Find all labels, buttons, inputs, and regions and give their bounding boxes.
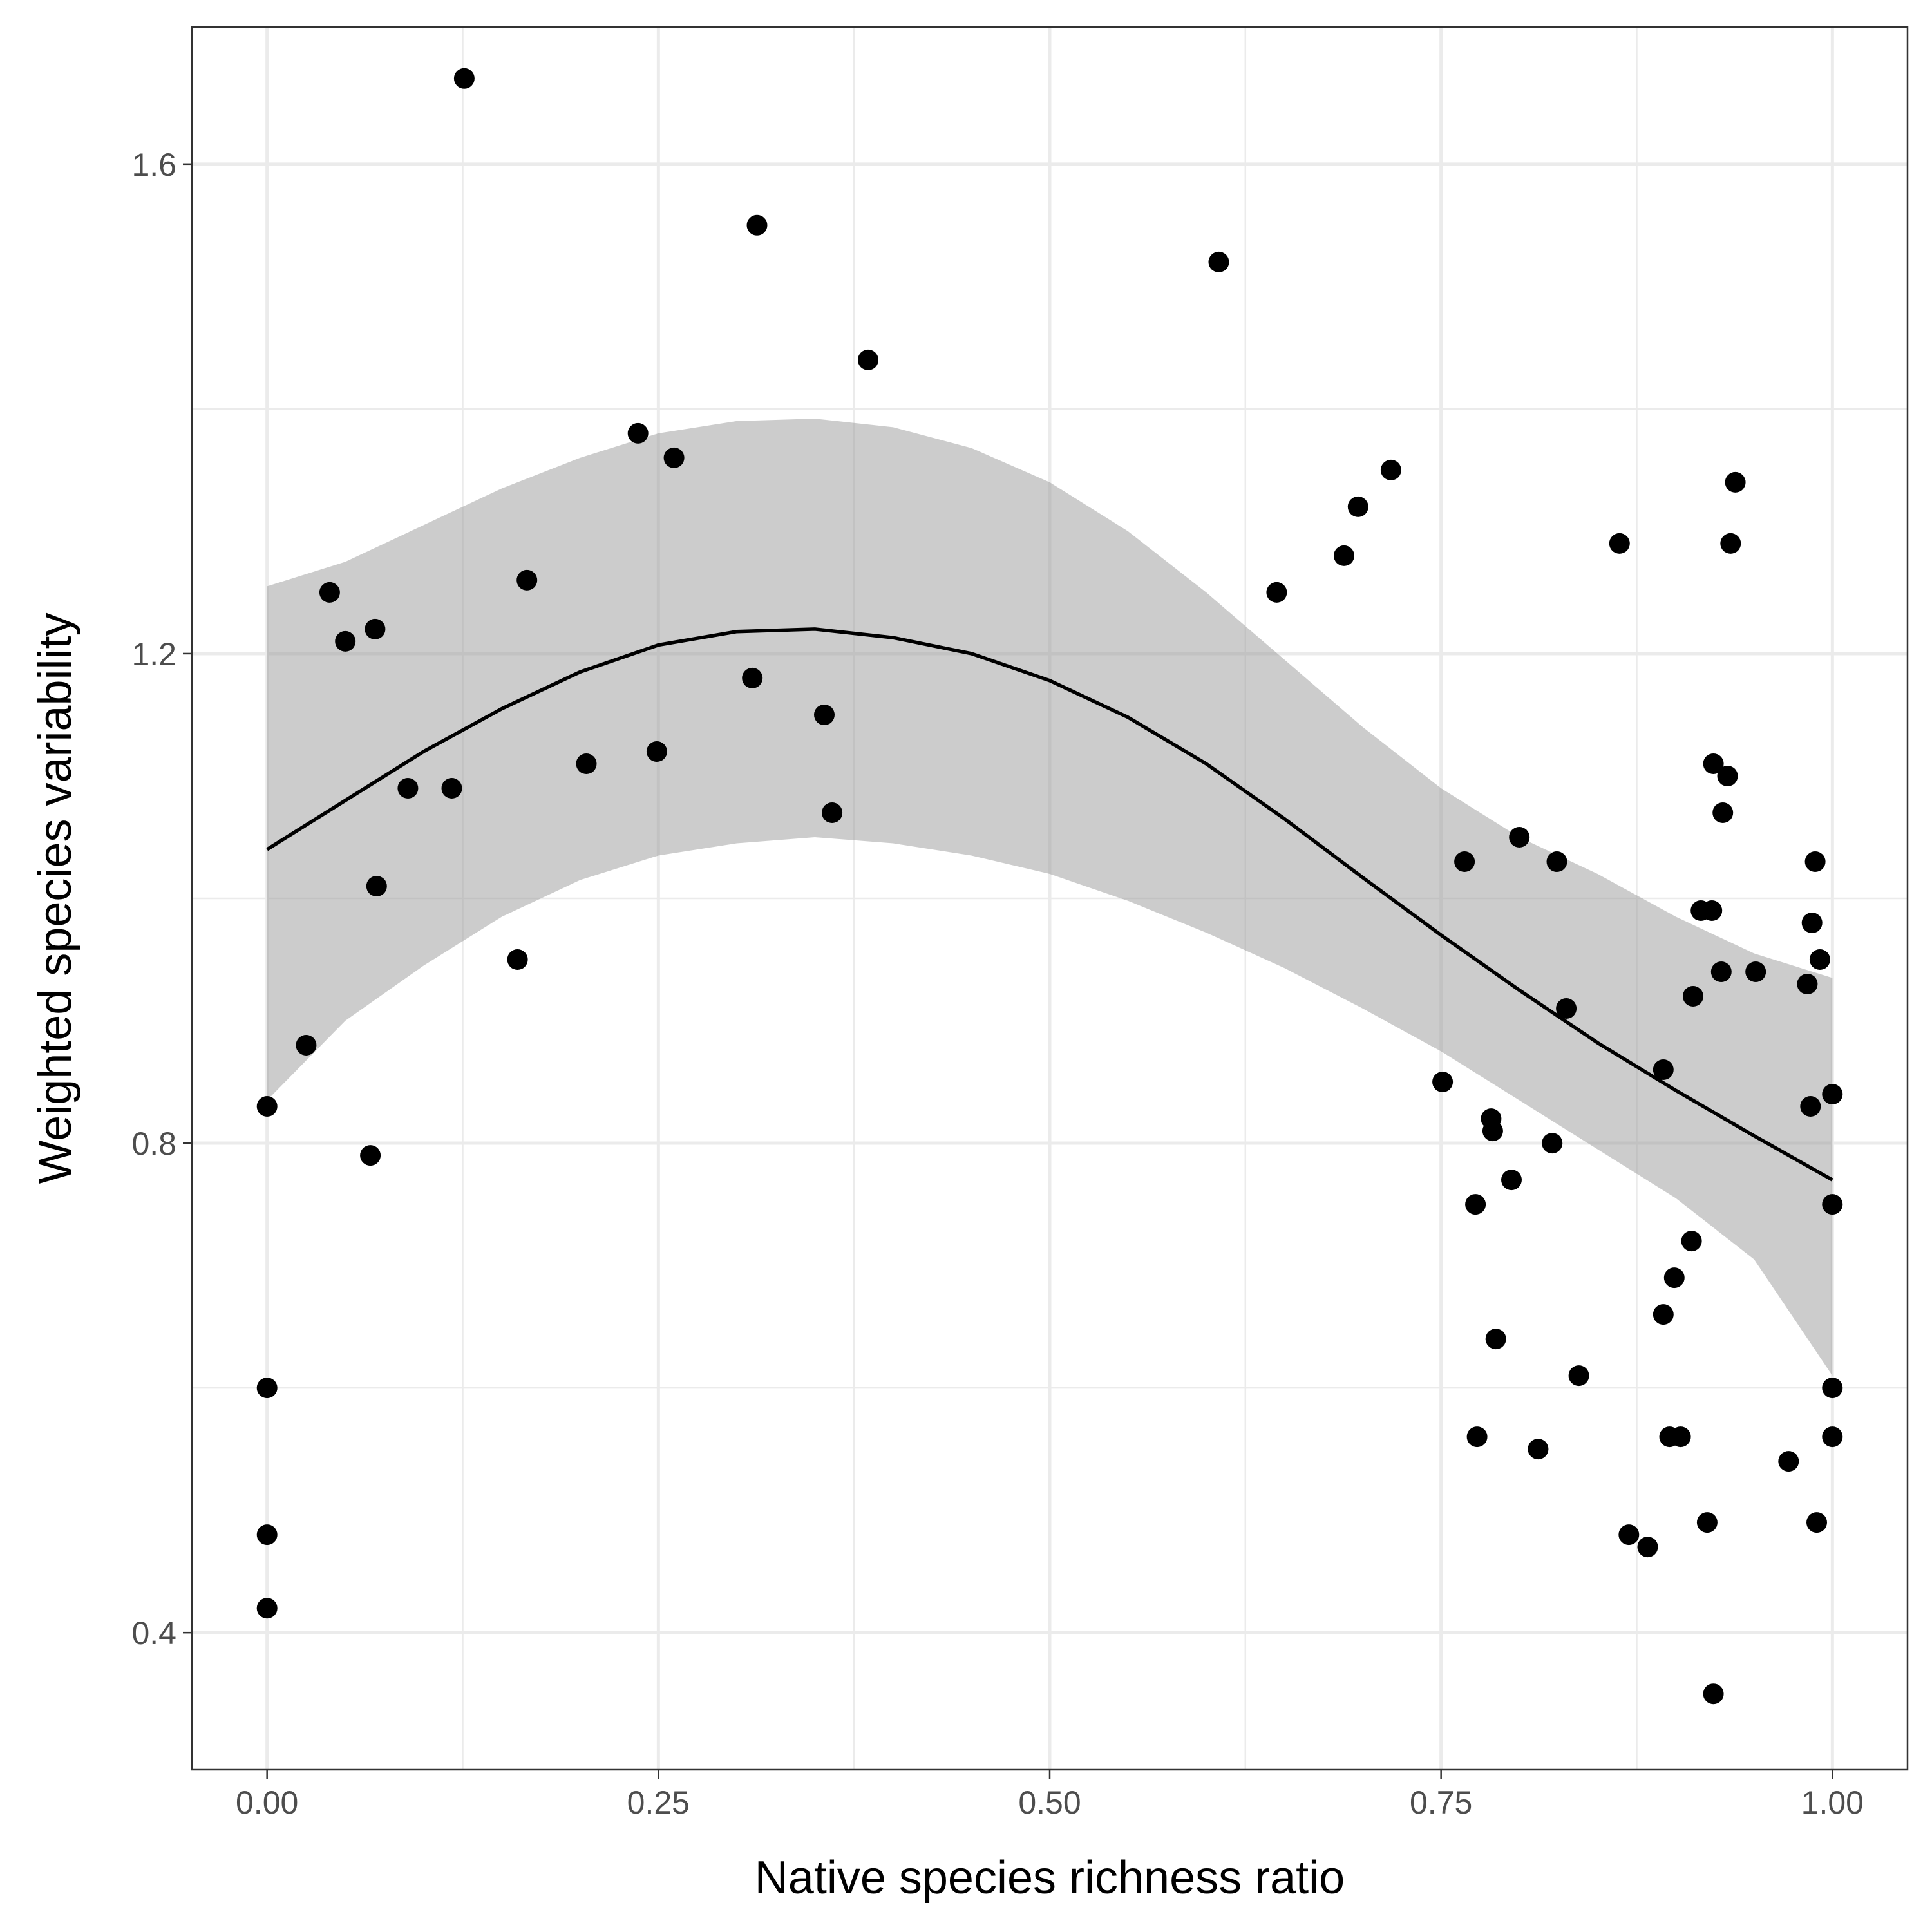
- data-point: [1618, 1524, 1640, 1546]
- data-point: [576, 753, 597, 774]
- data-point: [646, 741, 667, 762]
- data-point: [1663, 1267, 1685, 1289]
- data-point: [1703, 753, 1724, 774]
- data-point: [1509, 827, 1530, 848]
- data-point: [1465, 1194, 1486, 1215]
- x-axis: 0.00 0.25 0.50 0.75 1.00: [236, 1770, 1864, 1821]
- data-point: [1347, 496, 1368, 517]
- data-point: [1745, 961, 1766, 982]
- y-tick-label: 1.6: [131, 147, 176, 183]
- x-tick-label: 0.75: [1410, 1785, 1472, 1821]
- data-point: [1568, 1365, 1589, 1387]
- plot-panel: [191, 26, 1909, 1771]
- x-tick-label: 1.00: [1801, 1785, 1864, 1821]
- data-point: [1609, 533, 1630, 554]
- data-point: [1822, 1426, 1843, 1448]
- data-point: [627, 422, 649, 444]
- data-point: [1696, 1512, 1718, 1533]
- data-point: [746, 214, 768, 236]
- data-point: [1804, 851, 1826, 872]
- data-point: [319, 582, 340, 603]
- data-point: [1542, 1133, 1563, 1154]
- y-tick-label: 1.2: [131, 636, 176, 672]
- data-point: [822, 802, 843, 823]
- data-point: [1653, 1304, 1674, 1325]
- data-point: [1485, 1329, 1506, 1350]
- smooth-line: [266, 627, 1833, 1182]
- data-point: [1822, 1084, 1843, 1104]
- data-point: [1725, 471, 1746, 493]
- data-point: [1334, 545, 1354, 566]
- data-point: [1797, 974, 1818, 994]
- data-point: [256, 1598, 278, 1619]
- y-axis-title: Weighted species variability: [30, 612, 81, 1184]
- data-point: [256, 1378, 278, 1399]
- data-point: [1683, 986, 1703, 1007]
- data-point: [1208, 251, 1229, 272]
- data-point: [366, 876, 387, 896]
- data-point: [1556, 998, 1577, 1019]
- data-point: [1720, 533, 1741, 554]
- data-point: [1809, 949, 1830, 970]
- data-point: [256, 1096, 278, 1117]
- data-point: [507, 949, 528, 970]
- data-point: [441, 778, 462, 799]
- data-point: [1501, 1170, 1522, 1191]
- x-tick-label: 0.50: [1018, 1785, 1081, 1821]
- data-point: [1482, 1121, 1503, 1142]
- x-axis-title: Native species richness ratio: [755, 1852, 1345, 1904]
- data-point: [1454, 851, 1475, 872]
- confidence-ribbon: [267, 419, 1833, 1376]
- data-point: [1800, 1096, 1821, 1117]
- data-point: [1681, 1231, 1702, 1252]
- data-point: [1380, 459, 1401, 480]
- data-point: [1806, 1512, 1827, 1533]
- data-point: [1801, 913, 1823, 933]
- data-point: [1703, 1683, 1724, 1705]
- data-point: [516, 569, 538, 591]
- y-tick-label: 0.4: [131, 1615, 176, 1651]
- data-point: [1546, 851, 1567, 872]
- data-point: [256, 1524, 278, 1546]
- y-tick-label: 0.8: [131, 1126, 176, 1162]
- data-point: [335, 630, 356, 652]
- data-point: [1432, 1072, 1454, 1092]
- data-point: [1637, 1537, 1658, 1558]
- data-point: [1717, 766, 1738, 786]
- data-point: [1670, 1426, 1691, 1448]
- data-point: [1822, 1194, 1843, 1215]
- data-point: [1653, 1059, 1674, 1080]
- data-point: [814, 705, 835, 725]
- data-point: [296, 1035, 317, 1056]
- data-point: [858, 349, 878, 370]
- data-point: [742, 667, 763, 688]
- data-point: [1710, 961, 1732, 982]
- data-point: [397, 778, 419, 799]
- data-point: [365, 618, 386, 639]
- data-point: [1778, 1451, 1799, 1472]
- x-tick-label: 0.00: [236, 1785, 298, 1821]
- data-point: [1822, 1378, 1843, 1399]
- data-point: [663, 447, 685, 468]
- x-tick-label: 0.25: [627, 1785, 690, 1821]
- data-point: [1466, 1426, 1488, 1448]
- data-point: [360, 1145, 381, 1166]
- data-point: [1266, 582, 1287, 603]
- y-axis: 0.4 0.8 1.2 1.6: [131, 147, 192, 1651]
- data-point: [453, 68, 475, 89]
- data-point: [1528, 1439, 1549, 1460]
- data-points: [256, 68, 1843, 1705]
- data-point: [1701, 900, 1723, 921]
- data-point: [1712, 802, 1734, 823]
